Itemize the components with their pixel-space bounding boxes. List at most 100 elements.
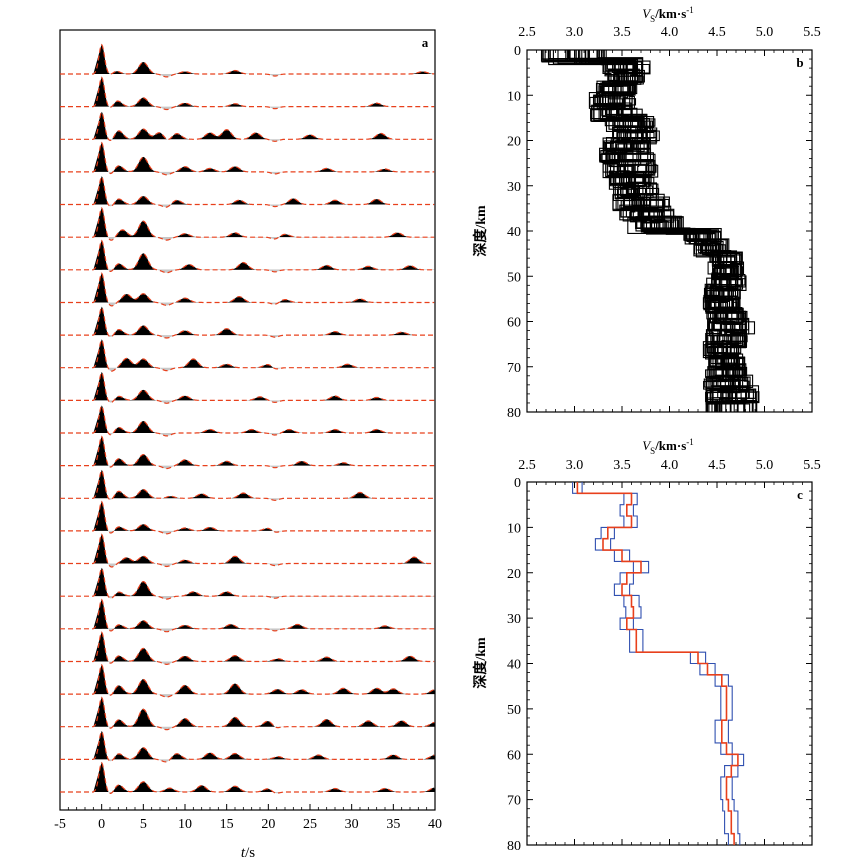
synthetic-trace-line	[60, 761, 435, 794]
y-tick-label: 80	[507, 839, 521, 854]
observed-negative-fill	[101, 269, 436, 273]
observed-negative-fill	[101, 302, 436, 306]
synthetic-trace-line	[60, 306, 435, 339]
observed-positive-fill	[93, 696, 435, 727]
synthetic-trace-line	[60, 111, 435, 142]
synthetic-trace-line	[60, 239, 435, 274]
x-tick-label: 5.0	[756, 458, 774, 473]
observed-negative-fill	[101, 563, 436, 568]
y-tick-label: 0	[514, 476, 521, 491]
y-tick-label: 30	[507, 180, 521, 195]
inversion-model-line	[542, 50, 750, 412]
x-tick-label: 5.0	[756, 25, 774, 40]
x-tick-label: 25	[303, 817, 317, 832]
receiver-function-trace	[60, 111, 436, 142]
x-tick-label: 35	[386, 817, 400, 832]
observed-negative-fill	[101, 465, 436, 469]
panel-a-x-ticks: -5 0 5 10 15 20 25 30 35 40	[54, 804, 442, 832]
observed-negative-fill	[101, 694, 436, 698]
observed-negative-fill	[101, 628, 436, 632]
receiver-function-trace	[60, 500, 436, 535]
x-tick-label: 15	[220, 817, 234, 832]
panel-c-xlabel: VS/km·s-1	[642, 437, 694, 456]
synthetic-trace-line	[60, 405, 435, 437]
receiver-function-trace	[60, 598, 436, 633]
observed-positive-fill	[93, 533, 435, 564]
panel-b: 2.5 3.0 3.5 4.0 4.5 5.0 5.5 0 10 20 30 40 50 60 70 80 b…	[472, 5, 821, 421]
velocity-model-mean	[576, 482, 739, 845]
inversion-model-line	[575, 50, 748, 412]
panel-c-ticks: 2.5 3.0 3.5 4.0 4.5 5.0 5.5 0 10 20 30 40 50 60 70 80	[507, 458, 821, 854]
y-tick-label: 40	[507, 658, 521, 673]
observed-negative-fill	[101, 726, 436, 730]
y-tick-label: 60	[507, 316, 521, 331]
panel-a: -5 0 5 10 15 20 25 30 35 40 a t/s	[54, 29, 442, 861]
synthetic-trace-line	[60, 533, 435, 568]
observed-negative-fill	[101, 759, 436, 762]
panel-a-label: a	[422, 35, 429, 50]
x-tick-label: 4.5	[708, 25, 726, 40]
observed-negative-fill	[101, 530, 436, 534]
panel-b-xlabel-exp: -1	[686, 5, 694, 15]
observed-negative-fill	[101, 400, 436, 404]
panel-a-traces	[60, 43, 436, 794]
receiver-function-trace	[60, 761, 436, 794]
observed-negative-fill	[101, 596, 436, 600]
receiver-function-trace	[60, 469, 436, 501]
synthetic-trace-line	[60, 663, 435, 698]
receiver-function-trace	[60, 239, 436, 274]
x-tick-label: 5.5	[803, 25, 821, 40]
synthetic-trace-line	[60, 631, 435, 666]
receiver-function-trace	[60, 730, 436, 763]
y-tick-label: 80	[507, 406, 521, 421]
receiver-function-trace	[60, 533, 436, 568]
receiver-function-trace	[60, 141, 436, 176]
y-tick-label: 50	[507, 270, 521, 285]
observed-negative-fill	[101, 237, 436, 241]
y-tick-label: 10	[507, 521, 521, 536]
observed-negative-fill	[101, 433, 436, 436]
receiver-function-trace	[60, 371, 436, 404]
receiver-function-trace	[60, 272, 436, 307]
synthetic-trace-line	[60, 500, 435, 535]
y-tick-label: 10	[507, 89, 521, 104]
x-tick-label: 40	[428, 817, 442, 832]
x-tick-label: 2.5	[518, 25, 536, 40]
x-tick-label: 4.0	[661, 25, 679, 40]
y-tick-label: 40	[507, 225, 521, 240]
observed-positive-fill	[93, 272, 435, 303]
y-tick-label: 20	[507, 135, 521, 150]
observed-negative-fill	[101, 171, 436, 175]
inversion-model-line	[568, 50, 754, 412]
observed-negative-fill	[101, 367, 436, 372]
receiver-function-trace	[60, 175, 436, 208]
x-tick-label: 3.5	[613, 458, 631, 473]
x-tick-label: 20	[261, 817, 275, 832]
panel-a-xlabel-var: t	[241, 845, 246, 861]
x-tick-label: 10	[178, 817, 192, 832]
x-tick-label: 4.0	[661, 458, 679, 473]
panel-b-models	[540, 50, 760, 412]
panel-b-xlabel-var: V	[642, 6, 652, 21]
receiver-function-trace	[60, 339, 436, 372]
panel-c-frame	[526, 481, 813, 846]
synthetic-trace-line	[60, 730, 435, 763]
panel-c-xlabel-unit: /km·s	[654, 438, 686, 453]
x-tick-label: 5.5	[803, 458, 821, 473]
receiver-function-trace	[60, 306, 436, 339]
synthetic-trace-line	[60, 207, 435, 241]
x-tick-label: 2.5	[518, 458, 536, 473]
velocity-model-lower	[572, 482, 733, 845]
x-tick-label: 3.0	[566, 458, 584, 473]
receiver-function-trace	[60, 631, 436, 666]
synthetic-trace-line	[60, 339, 435, 372]
receiver-function-trace	[60, 43, 436, 78]
observed-negative-fill	[101, 661, 436, 665]
panel-c-xlabel-var: V	[642, 438, 652, 453]
y-tick-label: 70	[507, 794, 521, 809]
panel-a-xlabel: t/s	[241, 845, 255, 861]
panel-c-xlabel-exp: -1	[686, 437, 694, 447]
receiver-function-trace	[60, 567, 436, 600]
panel-a-frame	[59, 29, 436, 811]
observed-positive-fill	[93, 339, 435, 368]
